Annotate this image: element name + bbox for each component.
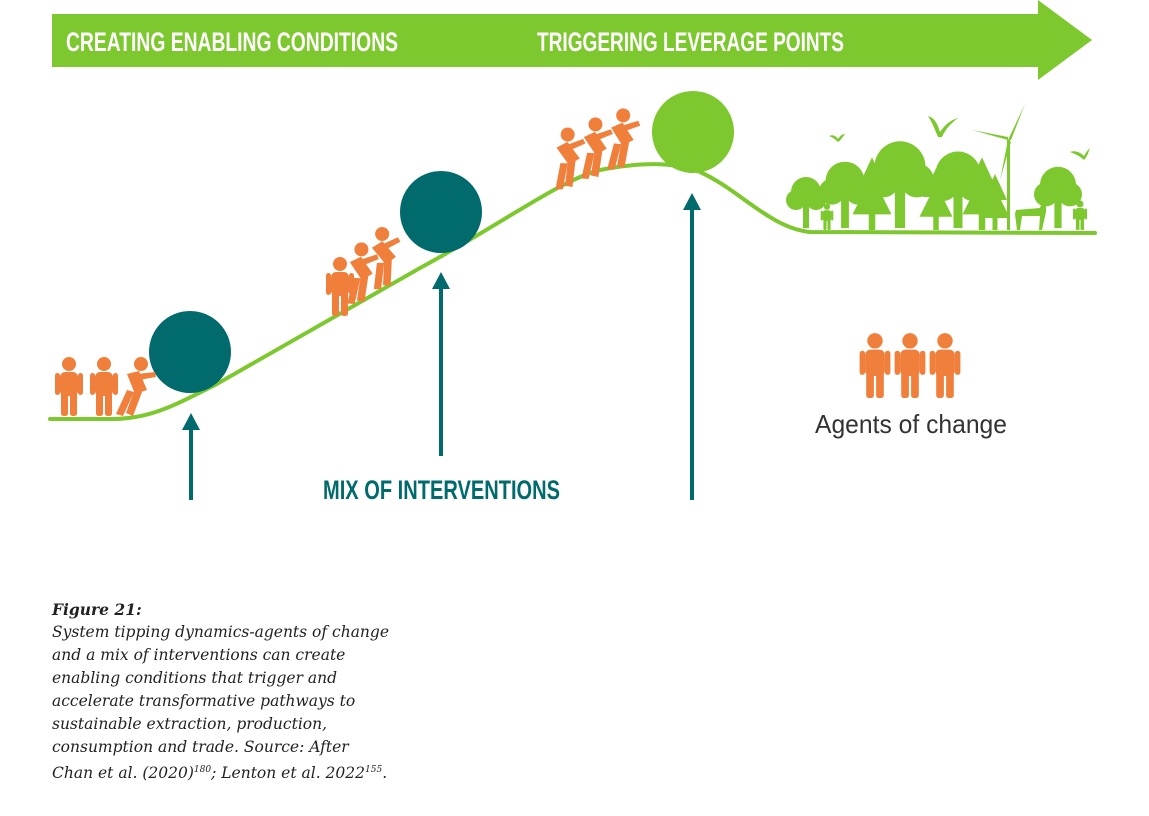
banner-arrow <box>52 0 1092 80</box>
person-icon <box>929 333 961 398</box>
reference-2: 155 <box>365 765 383 775</box>
banner-right-label: TRIGGERING LEVERAGE POINTS <box>537 27 844 57</box>
person-icon <box>859 333 891 398</box>
pushers-group-1 <box>55 357 156 416</box>
ball-icon <box>149 311 231 393</box>
arrow-up-icon <box>683 193 701 210</box>
figure-description: System tipping dynamics-agents of change… <box>52 623 390 783</box>
person-icon <box>597 105 647 171</box>
agents-group <box>859 333 961 398</box>
sustainable-landscape <box>786 104 1090 230</box>
intervention-arrows <box>182 193 701 500</box>
person-icon <box>90 357 118 416</box>
tree-icon <box>786 177 826 228</box>
figure-description-end: . <box>382 764 388 783</box>
arrow-up-icon <box>432 272 450 289</box>
person-icon <box>55 357 83 416</box>
pushers-group-3 <box>541 105 647 192</box>
bird-icon <box>928 116 958 137</box>
pushers-group-2 <box>326 222 413 316</box>
figure-caption: Figure 21: System tipping dynamics-agent… <box>52 598 392 785</box>
deer-icon <box>1015 186 1049 230</box>
bird-icon <box>829 134 845 142</box>
interventions-label: MIX OF INTERVENTIONS <box>323 475 560 505</box>
figure-title: Figure 21: <box>52 600 142 619</box>
agents-label: Agents of change <box>815 409 1007 439</box>
wind-turbine-icon <box>972 104 1025 230</box>
person-icon <box>116 357 156 416</box>
person-icon <box>894 333 926 398</box>
banner-left-label: CREATING ENABLING CONDITIONS <box>66 27 398 57</box>
bird-icon <box>1070 148 1090 160</box>
figure-description-cont: ; Lenton et al. 2022 <box>211 764 366 783</box>
arrow-up-icon <box>182 413 200 430</box>
reference-1: 180 <box>193 765 212 775</box>
ball-icon <box>652 91 734 173</box>
ball-icon <box>400 171 482 253</box>
